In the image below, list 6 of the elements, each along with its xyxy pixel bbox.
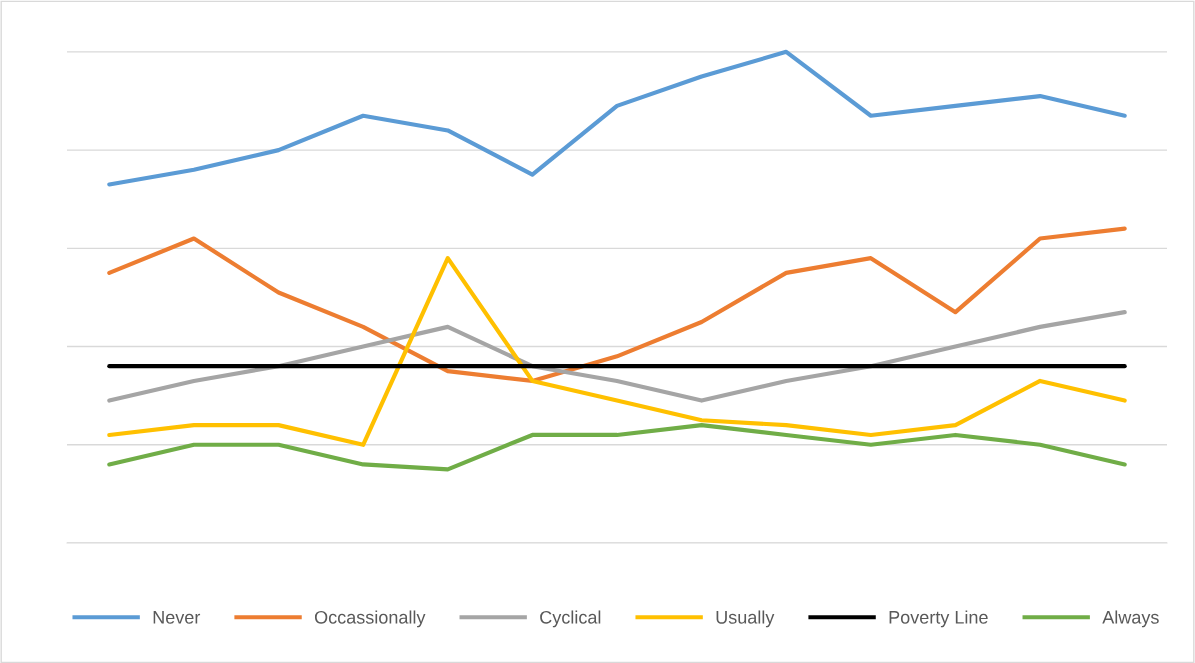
legend-label: Usually bbox=[716, 610, 775, 628]
legend-label: Poverty Line bbox=[889, 610, 988, 628]
legend-label: Cyclical bbox=[540, 610, 601, 628]
legend-label: Always bbox=[1102, 610, 1159, 628]
legend-label: Never bbox=[153, 611, 201, 624]
legend-label: Occassionally bbox=[314, 610, 426, 628]
